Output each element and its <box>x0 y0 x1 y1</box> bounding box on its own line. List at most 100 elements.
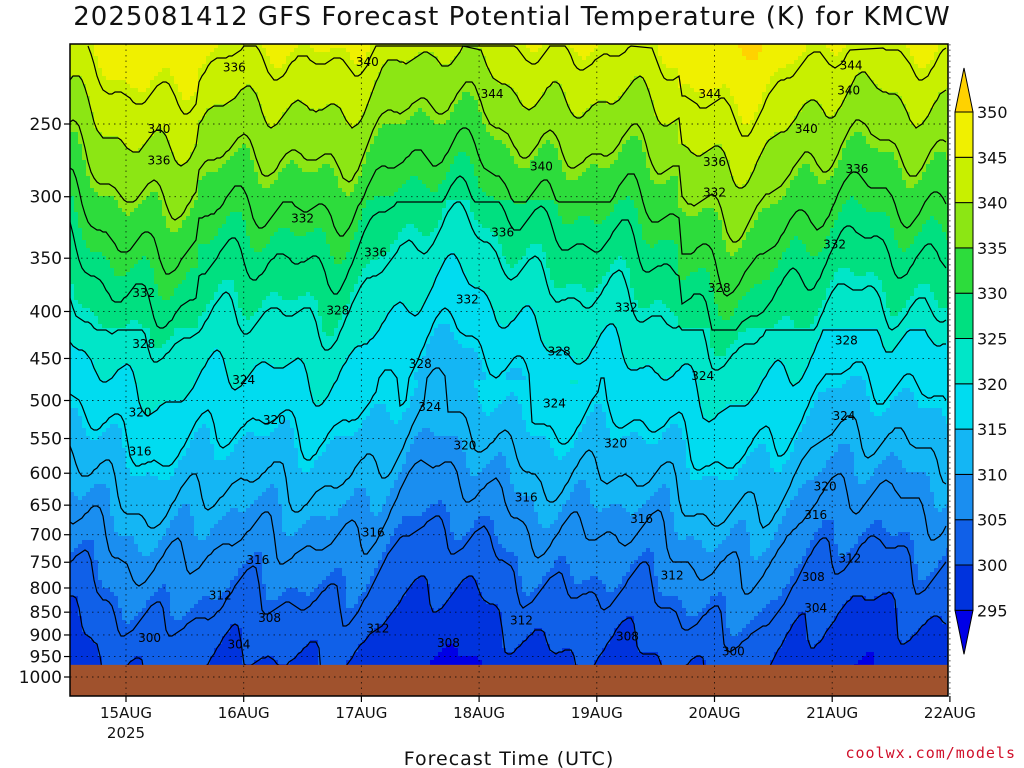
theta-cell <box>822 184 827 249</box>
theta-cell <box>390 420 395 489</box>
theta-cell <box>110 328 115 377</box>
theta-cell <box>806 364 811 417</box>
theta-cell <box>570 448 575 493</box>
theta-cell <box>874 84 879 149</box>
theta-cell <box>86 356 91 437</box>
theta-cell <box>686 616 691 665</box>
theta-cell <box>382 320 387 405</box>
theta-cell <box>374 404 379 517</box>
theta-cell <box>350 128 355 193</box>
theta-cell <box>150 412 155 477</box>
theta-cell <box>446 44 451 65</box>
theta-cell <box>698 404 703 481</box>
theta-cell <box>510 88 515 157</box>
theta-cell <box>594 48 599 105</box>
tick-x-label: 16AUG <box>218 704 270 722</box>
theta-cell <box>658 56 663 125</box>
theta-cell <box>758 52 763 105</box>
theta-cell <box>626 436 631 513</box>
theta-cell <box>286 420 291 537</box>
credit-link[interactable]: coolwx.com/models <box>845 744 1016 762</box>
theta-cell <box>430 336 435 433</box>
theta-cell <box>570 380 575 385</box>
theta-cell <box>826 44 831 49</box>
theta-cell <box>106 44 111 81</box>
theta-cell <box>902 336 907 389</box>
contour-label: 340 <box>837 84 860 98</box>
theta-cell <box>130 212 135 269</box>
theta-cell <box>98 324 103 381</box>
theta-cell <box>678 428 683 541</box>
theta-cell <box>546 528 551 573</box>
theta-cell <box>430 232 435 289</box>
theta-cell <box>754 60 759 113</box>
theta-cell <box>230 580 235 625</box>
theta-cell <box>186 272 191 329</box>
theta-cell <box>910 56 915 125</box>
theta-cell <box>670 176 675 241</box>
theta-cell <box>806 548 811 641</box>
theta-cell <box>850 136 855 197</box>
theta-cell <box>566 564 571 649</box>
theta-cell <box>338 188 343 265</box>
theta-cell <box>790 64 795 125</box>
theta-cell <box>450 44 455 61</box>
theta-cell <box>682 144 687 213</box>
theta-cell <box>878 520 883 597</box>
theta-cell <box>362 60 367 113</box>
theta-cell <box>414 44 419 57</box>
theta-cell <box>642 44 647 81</box>
theta-cell <box>522 168 527 205</box>
theta-cell <box>174 288 179 329</box>
theta-cell <box>322 232 327 333</box>
theta-cell <box>614 44 619 101</box>
theta-cell <box>450 60 455 113</box>
theta-cell <box>242 44 247 89</box>
theta-cell <box>882 592 887 696</box>
theta-cell <box>546 200 551 269</box>
theta-cell <box>206 172 211 245</box>
theta-cell <box>406 516 411 589</box>
theta-cell <box>74 44 79 77</box>
theta-cell <box>478 188 483 225</box>
theta-cell <box>358 596 363 645</box>
theta-cell <box>446 172 451 201</box>
theta-cell <box>398 232 403 301</box>
theta-cell <box>402 124 407 185</box>
theta-cell <box>774 532 779 601</box>
x-axis-label: Forecast Time (UTC) <box>404 748 614 768</box>
theta-cell <box>70 596 75 685</box>
theta-cell <box>698 156 703 213</box>
theta-cell <box>118 44 123 81</box>
theta-cell <box>466 44 471 93</box>
theta-cell <box>554 520 559 561</box>
theta-cell <box>518 312 523 369</box>
theta-cell <box>310 396 315 469</box>
contour-label: 320 <box>129 405 152 419</box>
theta-cell <box>98 580 103 657</box>
theta-cell <box>118 328 123 369</box>
theta-cell <box>310 232 315 297</box>
theta-cell <box>554 456 559 521</box>
theta-cell <box>586 488 591 581</box>
theta-cell <box>798 240 803 329</box>
theta-cell <box>742 240 747 297</box>
theta-cell <box>862 276 867 329</box>
theta-cell <box>134 616 139 657</box>
theta-cell <box>734 184 739 253</box>
theta-cell <box>142 328 147 413</box>
theta-cell <box>634 300 639 369</box>
theta-cell <box>674 596 679 677</box>
theta-cell <box>942 556 947 625</box>
theta-cell <box>194 44 199 93</box>
theta-cell <box>842 268 847 329</box>
theta-cell <box>738 632 743 696</box>
theta-cell <box>894 316 899 349</box>
theta-cell <box>218 352 223 461</box>
theta-cell <box>878 212 883 281</box>
theta-cell <box>886 92 891 153</box>
theta-cell <box>274 600 279 661</box>
theta-cell <box>910 296 915 329</box>
theta-cell <box>74 596 79 689</box>
theta-cell <box>226 456 231 513</box>
